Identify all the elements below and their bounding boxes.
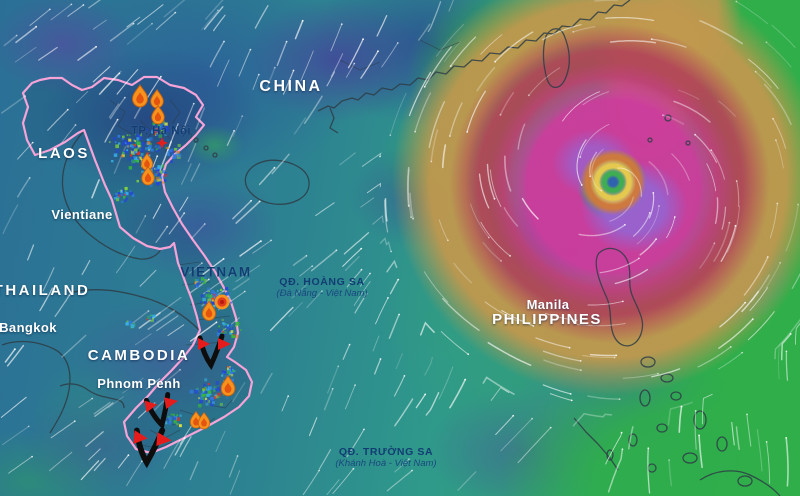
- hoang-sa-subtitle: (Đà Nẵng - Việt Nam): [276, 287, 368, 299]
- gulf-of-thailand-coast: [1, 340, 125, 434]
- country-label-laos: LAOS: [38, 144, 90, 162]
- archipelago-label-hoang-sa: QĐ. HOÀNG SA (Đà Nẵng - Việt Nam): [276, 276, 368, 299]
- palawan-island: [573, 417, 619, 471]
- leizhou-peninsula: [329, 107, 339, 134]
- luzon-island: [595, 247, 644, 347]
- country-label-cambodia: CAMBODIA: [87, 346, 191, 364]
- country-label-vietnam: VIETNAM: [180, 264, 252, 280]
- city-label-hanoi: TP. Hà Nội: [130, 125, 192, 138]
- truong-sa-title: QĐ. TRƯỜNG SA: [338, 446, 434, 459]
- vietnam-border-highlight: [21, 75, 254, 455]
- archipelago-label-truong-sa: QĐ. TRƯỜNG SA (Khánh Hoà - Việt Nam): [335, 446, 437, 469]
- hoang-sa-title: QĐ. HOÀNG SA: [279, 276, 365, 289]
- coastlines: [1, 0, 781, 496]
- country-label-china: CHINA: [259, 78, 323, 96]
- city-label-phnom-penh: Phnom Penh: [97, 375, 181, 391]
- taiwan-island: [542, 28, 570, 89]
- country-label-philippines: PHILIPPINES: [492, 310, 602, 328]
- country-label-thailand: THAILAND: [0, 281, 91, 299]
- storm-cell-icon[interactable]: [214, 294, 230, 310]
- city-label-bangkok: Bangkok: [0, 319, 57, 335]
- china-coastline: [317, 0, 631, 112]
- hainan-island: [244, 159, 310, 205]
- city-label-vientiane: Vientiane: [51, 206, 113, 222]
- thailand-cambodia-border: [69, 289, 201, 332]
- city-label-manila: Manila: [526, 296, 570, 312]
- truong-sa-subtitle: (Khánh Hoà - Việt Nam): [335, 457, 437, 469]
- mindanao-coast: [699, 470, 781, 496]
- laos-thailand-border: [61, 130, 162, 260]
